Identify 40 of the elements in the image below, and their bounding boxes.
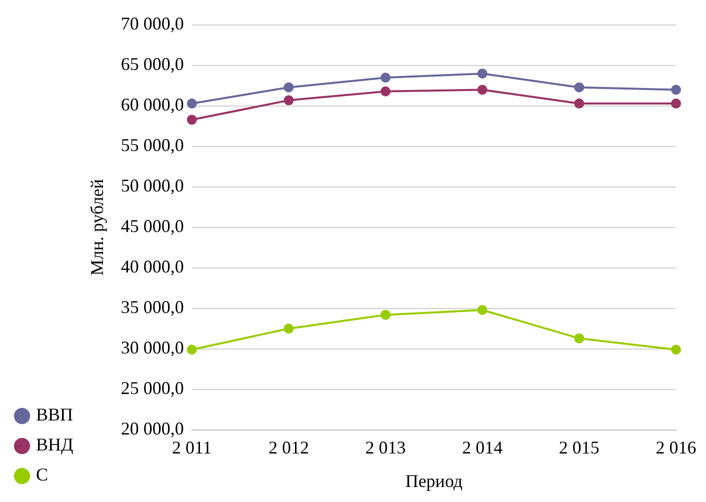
legend-label: ВНД bbox=[36, 434, 74, 455]
point bbox=[477, 84, 488, 95]
point bbox=[671, 98, 681, 109]
point bbox=[186, 344, 197, 355]
x-tick-label: 2 012 bbox=[268, 437, 309, 458]
point bbox=[284, 82, 294, 92]
y-tick-label: 50 000,0 bbox=[120, 176, 184, 196]
point bbox=[186, 98, 197, 109]
y-tick-label: 45 000,0 bbox=[120, 216, 184, 236]
x-tick-label: 2 011 bbox=[172, 437, 212, 458]
y-tick-label: 30 000,0 bbox=[120, 338, 184, 358]
point bbox=[574, 82, 584, 92]
point bbox=[574, 98, 584, 109]
point bbox=[477, 304, 488, 315]
point bbox=[380, 86, 391, 96]
point bbox=[380, 310, 391, 320]
y-axis-title: Млн. рублей bbox=[86, 178, 107, 276]
point bbox=[186, 114, 197, 125]
point bbox=[284, 324, 294, 334]
x-tick-label: 2 014 bbox=[462, 437, 503, 458]
x-tick-label: 2 013 bbox=[365, 437, 406, 458]
x-tick-label: 2 016 bbox=[656, 437, 696, 458]
legend-label: С bbox=[36, 464, 48, 485]
y-tick-label: 60 000,0 bbox=[120, 94, 184, 115]
point bbox=[671, 344, 681, 355]
point bbox=[671, 84, 681, 95]
y-tick-label: 55 000,0 bbox=[120, 135, 184, 156]
point bbox=[380, 72, 391, 83]
point bbox=[574, 333, 584, 344]
y-tick-label: 70 000,0 bbox=[120, 14, 184, 34]
y-tick-label: 40 000,0 bbox=[120, 256, 184, 277]
y-tick-label: 20 000,0 bbox=[120, 418, 184, 439]
x-tick-label: 2 015 bbox=[558, 437, 600, 458]
point bbox=[477, 68, 488, 79]
point bbox=[284, 95, 294, 106]
y-tick-label: 35 000,0 bbox=[120, 297, 184, 318]
x-axis-title: Период bbox=[405, 470, 463, 491]
legend-label: ВВП bbox=[36, 404, 74, 425]
y-tick-label: 25 000,0 bbox=[120, 378, 184, 398]
y-tick-label: 65 000,0 bbox=[120, 54, 184, 74]
